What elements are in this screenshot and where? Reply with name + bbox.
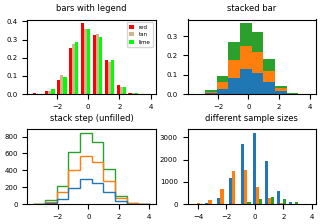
Bar [111, 60, 114, 94]
Bar [132, 93, 135, 94]
Bar [128, 93, 132, 94]
Bar [244, 170, 247, 204]
Bar [268, 198, 271, 204]
Bar [252, 32, 263, 52]
Bar [45, 91, 48, 94]
Bar [217, 89, 228, 94]
Bar [275, 91, 287, 94]
Legend: red, tan, lime: red, tan, lime [127, 22, 153, 47]
Bar [289, 202, 292, 204]
Bar [277, 191, 280, 204]
Bar [87, 29, 90, 94]
Bar [69, 48, 72, 94]
Bar [217, 82, 228, 89]
Bar [228, 78, 240, 94]
Bar [229, 178, 232, 204]
Bar [93, 35, 96, 94]
Bar [33, 93, 36, 94]
Bar [256, 187, 259, 204]
Bar [72, 44, 75, 94]
Bar [263, 59, 275, 71]
Bar [252, 73, 263, 94]
Title: bars with legend: bars with legend [56, 4, 127, 13]
Bar [81, 23, 84, 94]
Bar [196, 203, 200, 204]
Bar [287, 93, 298, 94]
Bar [123, 87, 126, 94]
Bar [240, 23, 252, 46]
Bar [99, 37, 102, 94]
Bar [84, 29, 87, 94]
Bar [217, 198, 220, 204]
Bar [265, 161, 268, 204]
Bar [205, 93, 217, 94]
Bar [232, 171, 236, 204]
Bar [241, 144, 244, 204]
Bar [48, 91, 52, 94]
Bar [120, 86, 123, 94]
Bar [247, 202, 251, 204]
Bar [205, 203, 208, 204]
Bar [228, 42, 240, 60]
Bar [263, 71, 275, 82]
Bar [57, 80, 60, 94]
Bar [220, 189, 224, 204]
Bar [295, 202, 298, 204]
Bar [259, 199, 262, 204]
Bar [105, 60, 108, 94]
Bar [275, 88, 287, 91]
Bar [63, 78, 67, 94]
Bar [271, 197, 274, 204]
Title: different sample sizes: different sample sizes [205, 114, 298, 123]
Bar [252, 52, 263, 73]
Bar [283, 199, 286, 204]
Bar [208, 200, 212, 204]
Title: stacked bar: stacked bar [227, 4, 276, 13]
Bar [205, 90, 217, 92]
Bar [240, 69, 252, 94]
Bar [96, 34, 99, 94]
Bar [253, 133, 256, 204]
Bar [52, 89, 55, 94]
Bar [240, 46, 252, 69]
Bar [135, 93, 138, 94]
Bar [75, 42, 78, 94]
Bar [116, 85, 120, 94]
Bar [205, 92, 217, 93]
Bar [263, 82, 275, 94]
Bar [228, 60, 240, 78]
Bar [108, 62, 111, 94]
Bar [280, 203, 283, 204]
Title: stack step (unfilled): stack step (unfilled) [50, 114, 133, 123]
Bar [60, 75, 63, 94]
Bar [217, 76, 228, 82]
Bar [275, 86, 287, 88]
